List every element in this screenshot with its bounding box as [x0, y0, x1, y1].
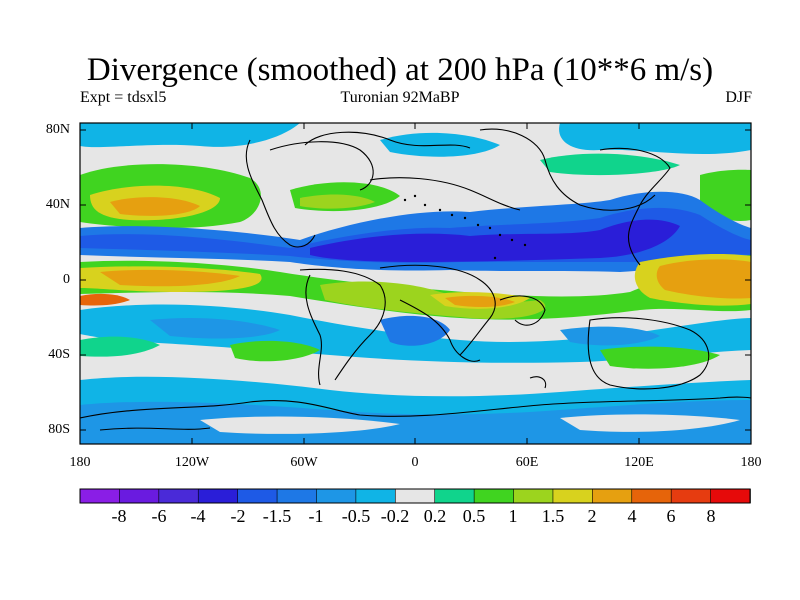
colorbar-swatch	[79, 488, 121, 504]
colorbar-frame	[79, 488, 751, 504]
colorbar-label: 6	[666, 506, 676, 526]
colorbar-swatch	[434, 488, 475, 504]
colorbar-label: 8	[706, 506, 716, 526]
colorbar-label: 4	[627, 506, 637, 526]
colorbar-swatch	[552, 488, 594, 504]
map-title: Divergence (smoothed) at 200 hPa (10**6 …	[86, 52, 714, 88]
experiment-label: Expt = tdsxl5	[80, 89, 167, 106]
x-tick-label: 60E	[515, 455, 539, 470]
colorbar-swatch	[197, 488, 239, 504]
y-tick-label: 40N	[45, 197, 70, 212]
colorbar-label: 0.2	[423, 506, 447, 526]
colorbar-label: -6	[151, 506, 167, 526]
colorbar-label: -0.5	[341, 506, 371, 526]
colorbar-swatch	[631, 488, 672, 504]
colorbar-swatch	[513, 488, 554, 504]
colorbar	[79, 488, 751, 504]
x-tick-label: 120E	[624, 455, 654, 470]
y-tick-label: 40S	[48, 347, 70, 362]
y-tick-label: 0	[63, 272, 70, 287]
colorbar-swatch	[276, 488, 318, 504]
period-label: Turonian 92MaBP	[340, 89, 460, 106]
colorbar-swatch	[237, 488, 278, 504]
y-tick-label: 80S	[48, 422, 70, 437]
colorbar-swatch	[158, 488, 200, 504]
colorbar-swatch	[394, 488, 436, 504]
island-markers	[403, 194, 527, 260]
colorbar-label: -2	[230, 506, 246, 526]
contour-fill-layer	[80, 123, 751, 444]
x-tick-label: 0	[411, 455, 419, 470]
season-label: DJF	[725, 89, 752, 106]
x-tick-label: 180	[69, 455, 91, 470]
colorbar-swatch	[355, 488, 397, 504]
colorbar-label: -1.5	[262, 506, 292, 526]
colorbar-label: 1	[508, 506, 518, 526]
colorbar-swatch	[316, 488, 357, 504]
colorbar-swatch	[710, 488, 751, 504]
colorbar-swatch	[473, 488, 515, 504]
colorbar-label: 0.5	[462, 506, 486, 526]
colorbar-label: -4	[190, 506, 206, 526]
x-tick-label: 180	[740, 455, 762, 470]
colorbar-label: -0.2	[380, 506, 410, 526]
colorbar-label: 1.5	[541, 506, 565, 526]
colorbar-swatch	[670, 488, 712, 504]
colorbar-swatch	[592, 488, 633, 504]
colorbar-label: -8	[111, 506, 127, 526]
tick-marks	[79, 123, 752, 444]
x-tick-label: 120W	[174, 455, 210, 470]
y-tick-label: 80N	[45, 122, 70, 137]
coastline-layer	[80, 128, 751, 431]
colorbar-label: -1	[308, 506, 324, 526]
colorbar-label: 2	[587, 506, 597, 526]
colorbar-swatch	[119, 488, 160, 504]
x-tick-label: 60W	[290, 455, 318, 470]
